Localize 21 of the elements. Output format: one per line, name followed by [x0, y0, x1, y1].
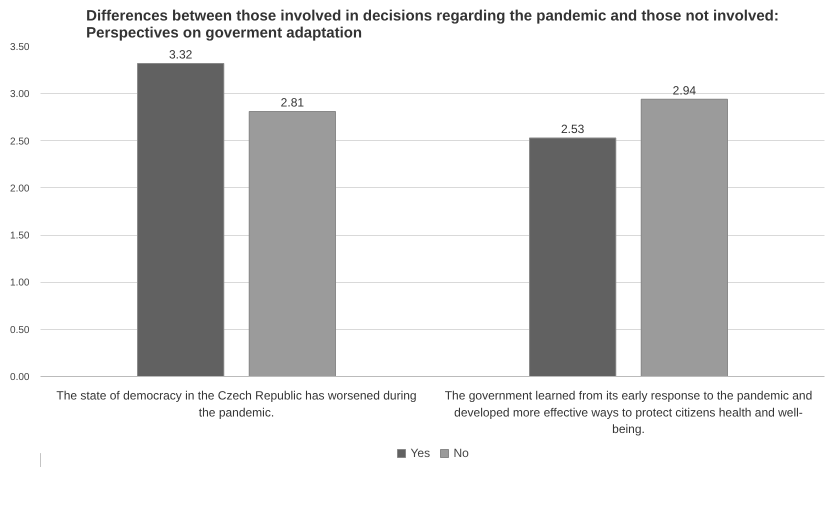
data-label: 3.32 — [168, 47, 193, 62]
chart-title: Differences between those involved in decisions regarding the pandemic and those not involved: Perspectives on goverment adaptation — [86, 8, 779, 42]
y-tick-label: 2.00 — [10, 183, 30, 194]
y-tick-label: 2.50 — [10, 136, 30, 148]
data-label: 2.53 — [560, 122, 585, 136]
bar — [248, 111, 336, 376]
y-tick-label: 3.00 — [10, 89, 30, 100]
x-tick-label: The government learned from its early response to the pandemic and developed more effective ways to protect citizens health and well-being. — [444, 388, 812, 436]
y-tick-label: 1.50 — [10, 230, 30, 242]
y-tick-label: 1.00 — [10, 278, 30, 289]
data-label: 2.81 — [280, 96, 304, 110]
data-label: 2.94 — [672, 83, 696, 98]
legend-label: Yes — [410, 446, 430, 460]
y-tick-label: 3.50 — [10, 42, 30, 53]
y-tick-label: 0.50 — [10, 324, 30, 336]
y-tick-label: 0.00 — [10, 372, 30, 383]
bar — [640, 98, 728, 376]
bar — [137, 62, 224, 376]
bar — [529, 137, 616, 376]
legend-label: No — [454, 446, 470, 460]
x-tick-label: The state of democracy in the Czech Republic has worsened during the pandemic. — [56, 388, 417, 420]
